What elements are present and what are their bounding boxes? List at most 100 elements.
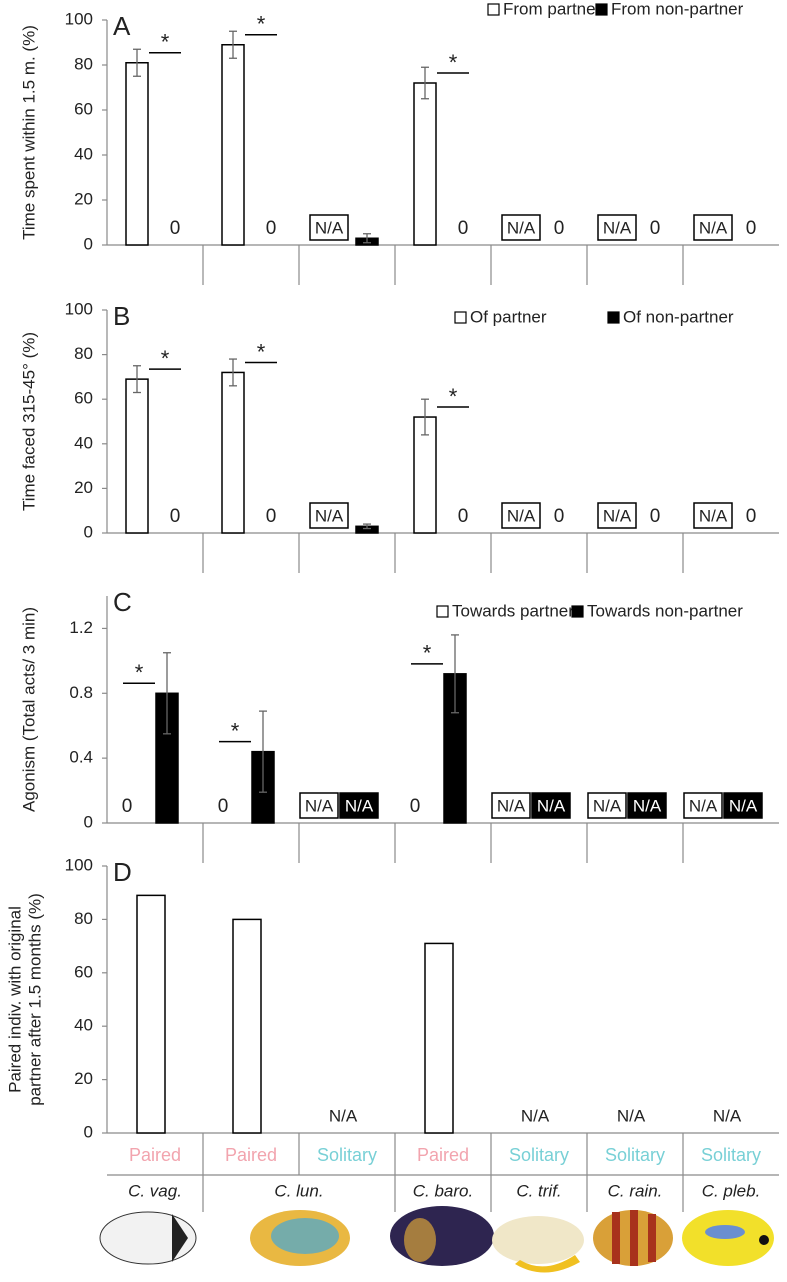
value-label: 0: [458, 218, 469, 239]
value-label: 0: [746, 218, 757, 239]
value-label: 0: [650, 218, 661, 239]
na-label: N/A: [315, 218, 344, 237]
y-tick-label: 0.4: [69, 748, 93, 767]
y-tick-label: 100: [65, 299, 93, 318]
species-label: C. trif.: [516, 1181, 561, 1200]
significance-label: *: [161, 30, 170, 55]
na-box: [597, 214, 637, 241]
y-tick-label: 0.8: [69, 683, 93, 702]
significance-label: *: [423, 641, 432, 666]
legend-label: From non-partner: [611, 0, 744, 18]
y-tick-label: 80: [74, 909, 93, 928]
value-label: 0: [554, 218, 565, 239]
fish-pleb-spot: [705, 1225, 745, 1239]
y-tick-label: 40: [74, 144, 93, 163]
y-tick-label: 100: [65, 855, 93, 874]
bar: [125, 62, 149, 246]
value-label: 0: [554, 506, 565, 527]
legend-swatch: [607, 311, 620, 324]
value-label: 0: [458, 506, 469, 527]
y-axis-label: Paired indiv. with original: [5, 906, 24, 1093]
y-tick-label: 60: [74, 99, 93, 118]
value-label: 0: [266, 218, 277, 239]
y-tick-label: 0: [84, 522, 93, 541]
y-axis-label: Time spent within 1.5 m. (%): [19, 25, 38, 240]
species-label: C. lun.: [274, 1181, 323, 1200]
group-label: Solitary: [605, 1145, 665, 1165]
group-label: Solitary: [701, 1145, 761, 1165]
species-label: C. pleb.: [702, 1181, 761, 1200]
species-label: C. vag.: [128, 1181, 182, 1200]
y-tick-label: 40: [74, 433, 93, 452]
fish-trif-fin: [515, 1255, 580, 1273]
na-box: [299, 792, 339, 819]
y-axis-label: Agonism (Total acts/ 3 min): [19, 607, 38, 812]
na-label: N/A: [699, 218, 728, 237]
na-box: [531, 792, 571, 819]
significance-label: *: [449, 50, 458, 75]
legend-label: Towards non-partner: [587, 601, 743, 620]
panel-label: A: [113, 11, 131, 41]
bar: [424, 942, 454, 1134]
na-label: N/A: [521, 1106, 550, 1125]
significance-label: *: [135, 660, 144, 685]
bar: [125, 378, 149, 534]
na-box: [723, 792, 763, 819]
fish-rain-stripe: [630, 1210, 638, 1266]
na-label: N/A: [729, 796, 758, 815]
na-box: [683, 792, 723, 819]
group-label: Solitary: [509, 1145, 569, 1165]
fish-lun-body: [271, 1218, 339, 1254]
na-box: [501, 214, 541, 241]
value-label: 0: [410, 796, 421, 817]
significance-label: *: [161, 346, 170, 371]
na-box: [597, 502, 637, 529]
legend-label: Towards partner: [452, 601, 574, 620]
value-label: 0: [746, 506, 757, 527]
species-label: C. rain.: [608, 1181, 663, 1200]
group-label: Paired: [129, 1145, 181, 1165]
y-tick-label: 100: [65, 9, 93, 28]
fish-vag-band: [172, 1214, 188, 1262]
na-label: N/A: [603, 218, 632, 237]
na-label: N/A: [603, 506, 632, 525]
y-tick-label: 20: [74, 189, 93, 208]
na-label: N/A: [617, 1106, 646, 1125]
na-label: N/A: [699, 506, 728, 525]
na-label: N/A: [315, 506, 344, 525]
y-tick-label: 0: [84, 1122, 93, 1141]
panel-label: D: [113, 857, 132, 887]
na-label: N/A: [537, 796, 566, 815]
value-label: 0: [122, 796, 133, 817]
na-label: N/A: [345, 796, 374, 815]
bar: [413, 82, 437, 246]
na-label: N/A: [497, 796, 526, 815]
na-box: [309, 214, 349, 241]
value-label: 0: [170, 506, 181, 527]
y-tick-label: 80: [74, 344, 93, 363]
bar: [221, 371, 245, 534]
fish-images: [99, 1206, 774, 1273]
value-label: 0: [218, 796, 229, 817]
legend-swatch: [595, 3, 608, 16]
na-label: N/A: [689, 796, 718, 815]
significance-label: *: [449, 384, 458, 409]
na-box: [693, 502, 733, 529]
y-tick-label: 0: [84, 234, 93, 253]
panel-label: B: [113, 301, 130, 331]
significance-label: *: [257, 339, 266, 364]
na-box: [627, 792, 667, 819]
bar: [232, 918, 262, 1134]
legend-swatch: [571, 605, 584, 618]
na-box: [501, 502, 541, 529]
fish-baro-stripe: [404, 1218, 436, 1262]
legend-label: Of partner: [470, 307, 547, 326]
value-label: 0: [170, 218, 181, 239]
y-tick-label: 20: [74, 478, 93, 497]
y-tick-label: 80: [74, 54, 93, 73]
y-tick-label: 20: [74, 1069, 93, 1088]
y-tick-label: 0: [84, 812, 93, 831]
group-label: Paired: [417, 1145, 469, 1165]
